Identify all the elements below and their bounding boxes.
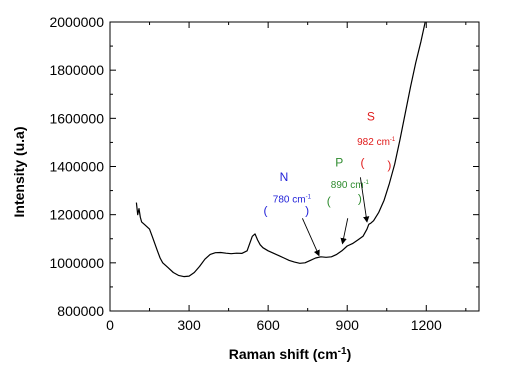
x-tick-label: 300	[177, 317, 201, 333]
x-tick-label: 0	[106, 317, 114, 333]
plot-area	[109, 21, 480, 312]
plot-frame	[109, 21, 480, 312]
x-axis: 0 300 600 900 1200	[106, 22, 467, 333]
peak-wavenumber: 780 cm-1	[273, 195, 312, 206]
peak-arrow	[359, 177, 370, 223]
y-tick-label: 1600000	[49, 110, 104, 126]
peak-label: N	[280, 170, 289, 184]
y-tick-label: 1200000	[49, 207, 104, 223]
peak-arrow	[340, 218, 349, 245]
range-bracket-right: )	[358, 192, 362, 206]
range-bracket-right: )	[387, 158, 391, 172]
y-axis-title: Intensity (u.a)	[11, 126, 27, 217]
peak-wavenumber: 982 cm-1	[357, 137, 396, 148]
range-bracket-left: (	[361, 156, 365, 170]
x-axis-title: Raman shift (cm-1)	[229, 346, 352, 362]
peak-wavenumber: 890 cm-1	[331, 180, 370, 191]
peak-annotation: N 780 cm-1 ()	[264, 170, 320, 257]
spectrum-line	[135, 21, 426, 278]
y-tick-label: 800000	[57, 303, 104, 319]
x-tick-label: 600	[256, 317, 280, 333]
range-bracket-left: (	[264, 204, 268, 218]
y-tick-label: 1000000	[49, 255, 104, 271]
peak-arrow	[301, 218, 320, 257]
peak-annotation: S 982 cm-1 ()	[357, 110, 396, 223]
peak-label: P	[335, 156, 343, 170]
range-bracket-left: (	[327, 194, 331, 208]
y-tick-label: 2000000	[49, 14, 104, 30]
y-tick-label: 1400000	[49, 159, 104, 175]
range-bracket-right: )	[305, 204, 309, 218]
y-tick-label: 1800000	[49, 62, 104, 78]
peak-label: S	[367, 110, 375, 124]
x-tick-label: 1200	[411, 317, 442, 333]
x-tick-label: 900	[336, 317, 360, 333]
y-axis: 800000 1000000 1200000 1400000 1600000 180000…	[49, 14, 479, 319]
